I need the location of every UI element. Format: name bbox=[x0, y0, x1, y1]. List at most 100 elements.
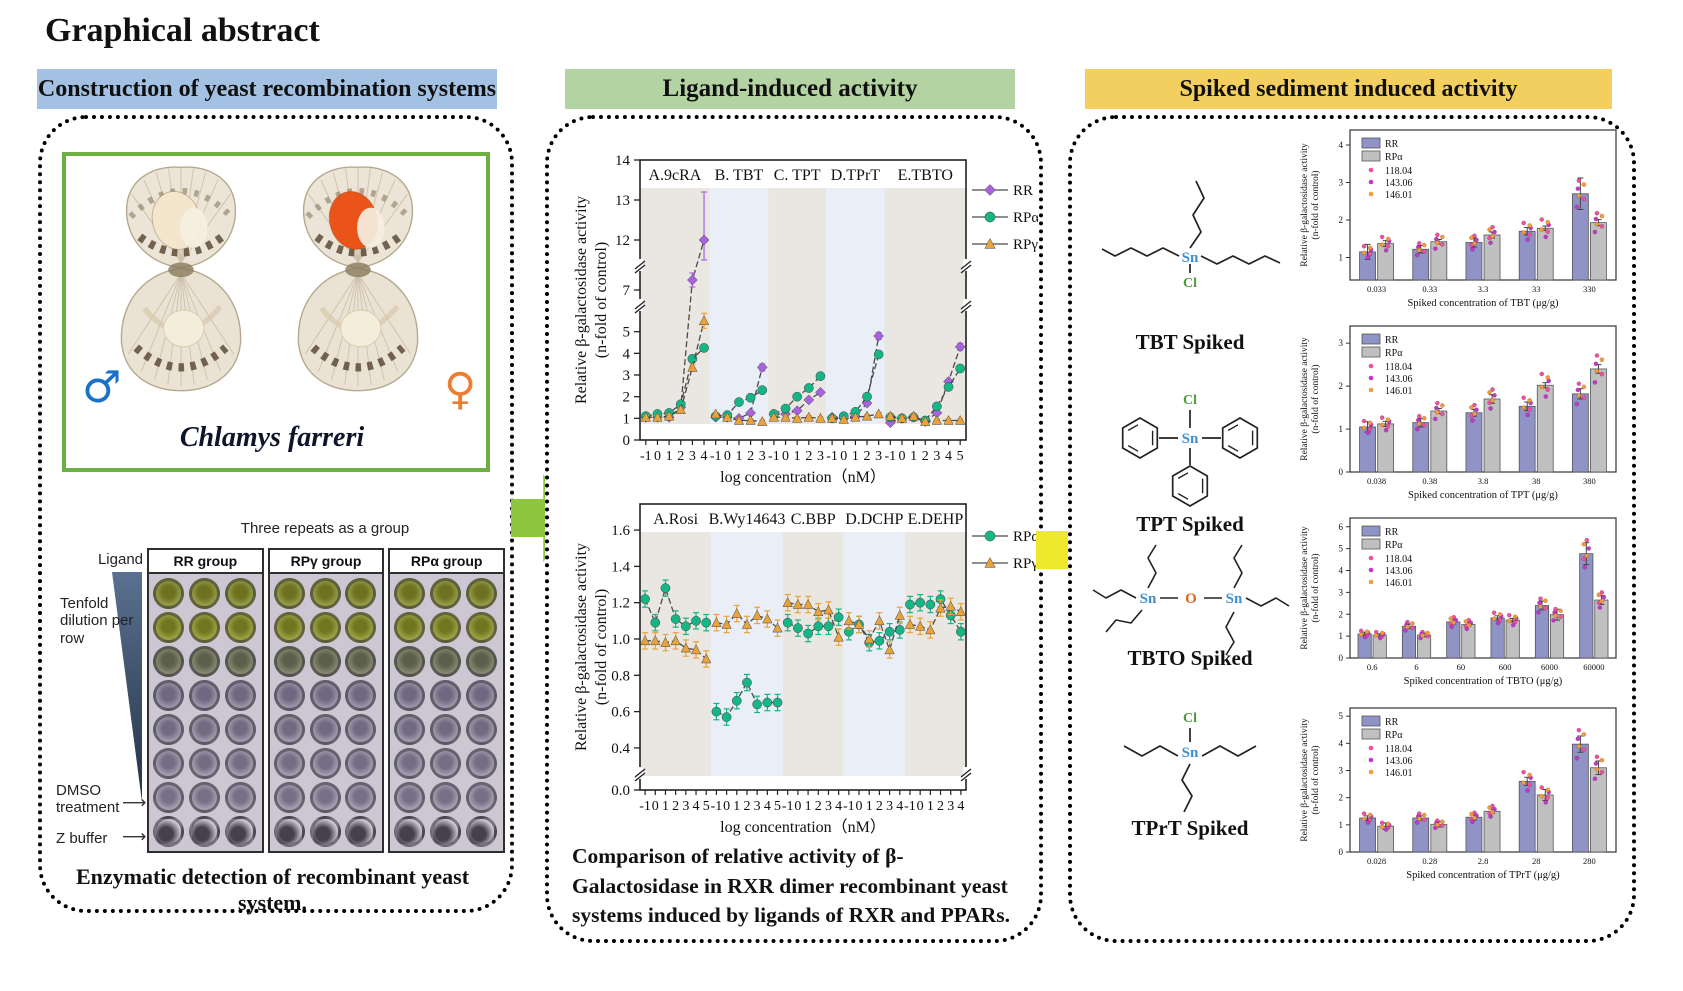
sn-atom: Sn bbox=[1226, 591, 1243, 607]
well bbox=[153, 782, 184, 813]
svg-text:1: 1 bbox=[852, 449, 859, 464]
well bbox=[466, 748, 498, 779]
svg-text:4: 4 bbox=[896, 799, 903, 814]
well bbox=[345, 680, 377, 711]
svg-text:2: 2 bbox=[1339, 609, 1344, 619]
svg-text:RR: RR bbox=[1385, 717, 1399, 728]
svg-text:0.0: 0.0 bbox=[611, 783, 630, 799]
svg-text:143.06: 143.06 bbox=[1385, 374, 1413, 385]
well bbox=[430, 714, 462, 745]
svg-text:Spiked concentration of TPrT (: Spiked concentration of TPrT (μg/g) bbox=[1406, 870, 1560, 881]
svg-text:118.04: 118.04 bbox=[1385, 554, 1412, 565]
svg-text:(n-fold of control): (n-fold of control) bbox=[1310, 745, 1321, 814]
well bbox=[430, 782, 462, 813]
well bbox=[466, 646, 498, 677]
tprt-structure: Sn Cl bbox=[1123, 711, 1257, 813]
svg-text:Relative β-galactosidase acti: Relative β-galactosidase activity bbox=[1300, 526, 1310, 650]
svg-text:1: 1 bbox=[623, 411, 631, 427]
well bbox=[430, 578, 462, 609]
svg-text:RPα: RPα bbox=[1385, 730, 1403, 741]
svg-text:14: 14 bbox=[615, 153, 631, 169]
well bbox=[466, 816, 498, 847]
well bbox=[345, 578, 377, 609]
svg-text:1.4: 1.4 bbox=[611, 559, 630, 575]
svg-text:1: 1 bbox=[1339, 631, 1344, 641]
svg-text:3: 3 bbox=[1339, 587, 1344, 597]
svg-text:Spiked concentration of TBTO (: Spiked concentration of TBTO (μg/g) bbox=[1404, 676, 1563, 687]
well bbox=[224, 612, 256, 643]
svg-text:143.06: 143.06 bbox=[1385, 756, 1413, 767]
svg-text:146.01: 146.01 bbox=[1385, 386, 1413, 397]
svg-text:0: 0 bbox=[654, 449, 661, 464]
tbt-bar-chart: 1 2 3 4 0.033 0.33 3.3 33 330 Spiked concentratio… bbox=[1300, 129, 1617, 309]
svg-text:0: 0 bbox=[652, 799, 659, 814]
well bbox=[466, 680, 498, 711]
svg-text:2: 2 bbox=[922, 449, 929, 464]
well bbox=[153, 714, 184, 745]
svg-text:2: 2 bbox=[1339, 381, 1344, 391]
plate-group: RR group bbox=[147, 548, 264, 853]
svg-text:3: 3 bbox=[886, 799, 893, 814]
well bbox=[273, 816, 305, 847]
svg-text:E.TBTO: E.TBTO bbox=[898, 167, 953, 184]
svg-text:3: 3 bbox=[825, 799, 832, 814]
svg-text:4: 4 bbox=[1339, 140, 1344, 150]
svg-text:0.033: 0.033 bbox=[1367, 284, 1386, 294]
svg-text:60000: 60000 bbox=[1583, 662, 1604, 672]
svg-text:380: 380 bbox=[1583, 476, 1596, 486]
well bbox=[430, 646, 462, 677]
tbt-label: TBT Spiked bbox=[1135, 330, 1245, 354]
well bbox=[188, 646, 220, 677]
svg-text:600: 600 bbox=[1499, 662, 1512, 672]
svg-text:146.01: 146.01 bbox=[1385, 190, 1413, 201]
svg-text:5: 5 bbox=[623, 325, 631, 341]
svg-text:4: 4 bbox=[945, 449, 952, 464]
well bbox=[394, 748, 426, 779]
svg-text:-1: -1 bbox=[782, 799, 794, 814]
well bbox=[153, 680, 184, 711]
well bbox=[224, 714, 256, 745]
dmso-arrow-icon: ⟶ bbox=[122, 793, 147, 813]
svg-text:A.9cRA: A.9cRA bbox=[648, 167, 701, 184]
svg-text:RPα: RPα bbox=[1385, 348, 1403, 359]
well bbox=[188, 816, 220, 847]
svg-text:log concentration（nM）: log concentration（nM） bbox=[720, 818, 886, 836]
svg-text:0.028: 0.028 bbox=[1367, 856, 1386, 866]
svg-text:1.0: 1.0 bbox=[611, 632, 630, 648]
svg-text:2: 2 bbox=[937, 799, 944, 814]
svg-text:Relative β-galactosidase acti: Relative β-galactosidase activity bbox=[1300, 143, 1310, 267]
well bbox=[153, 578, 184, 609]
svg-text:0: 0 bbox=[1339, 847, 1344, 857]
svg-text:0: 0 bbox=[898, 449, 905, 464]
well bbox=[153, 646, 184, 677]
well bbox=[224, 646, 256, 677]
well bbox=[466, 612, 498, 643]
svg-text:0.33: 0.33 bbox=[1422, 284, 1437, 294]
well bbox=[394, 646, 426, 677]
svg-text:-1: -1 bbox=[710, 449, 722, 464]
well bbox=[466, 714, 498, 745]
plate-note: Three repeats as a group bbox=[240, 520, 410, 537]
svg-text:-1: -1 bbox=[904, 799, 916, 814]
svg-text:Spiked concentration of TPT (μ: Spiked concentration of TPT (μg/g) bbox=[1408, 490, 1558, 501]
svg-text:0: 0 bbox=[1339, 467, 1344, 477]
svg-text:A.Rosi: A.Rosi bbox=[653, 511, 698, 528]
page-title: Graphical abstract bbox=[45, 12, 320, 49]
svg-text:3: 3 bbox=[933, 449, 940, 464]
well bbox=[188, 714, 220, 745]
svg-text:0.6: 0.6 bbox=[1367, 662, 1378, 672]
well bbox=[224, 816, 256, 847]
svg-text:3: 3 bbox=[623, 368, 631, 384]
plate-wells bbox=[267, 574, 385, 853]
svg-text:118.04: 118.04 bbox=[1385, 362, 1412, 373]
svg-text:330: 330 bbox=[1583, 284, 1596, 294]
well bbox=[430, 612, 462, 643]
svg-text:RPγ: RPγ bbox=[1013, 237, 1038, 253]
right-panel-header: Spiked sediment induced activity bbox=[1085, 69, 1612, 109]
svg-text:4: 4 bbox=[1339, 738, 1344, 748]
plate-group: RPγ group bbox=[267, 548, 385, 853]
svg-text:0: 0 bbox=[794, 799, 801, 814]
svg-text:1: 1 bbox=[1339, 424, 1344, 434]
svg-text:D.TPrT: D.TPrT bbox=[831, 167, 881, 184]
svg-text:60: 60 bbox=[1457, 662, 1466, 672]
